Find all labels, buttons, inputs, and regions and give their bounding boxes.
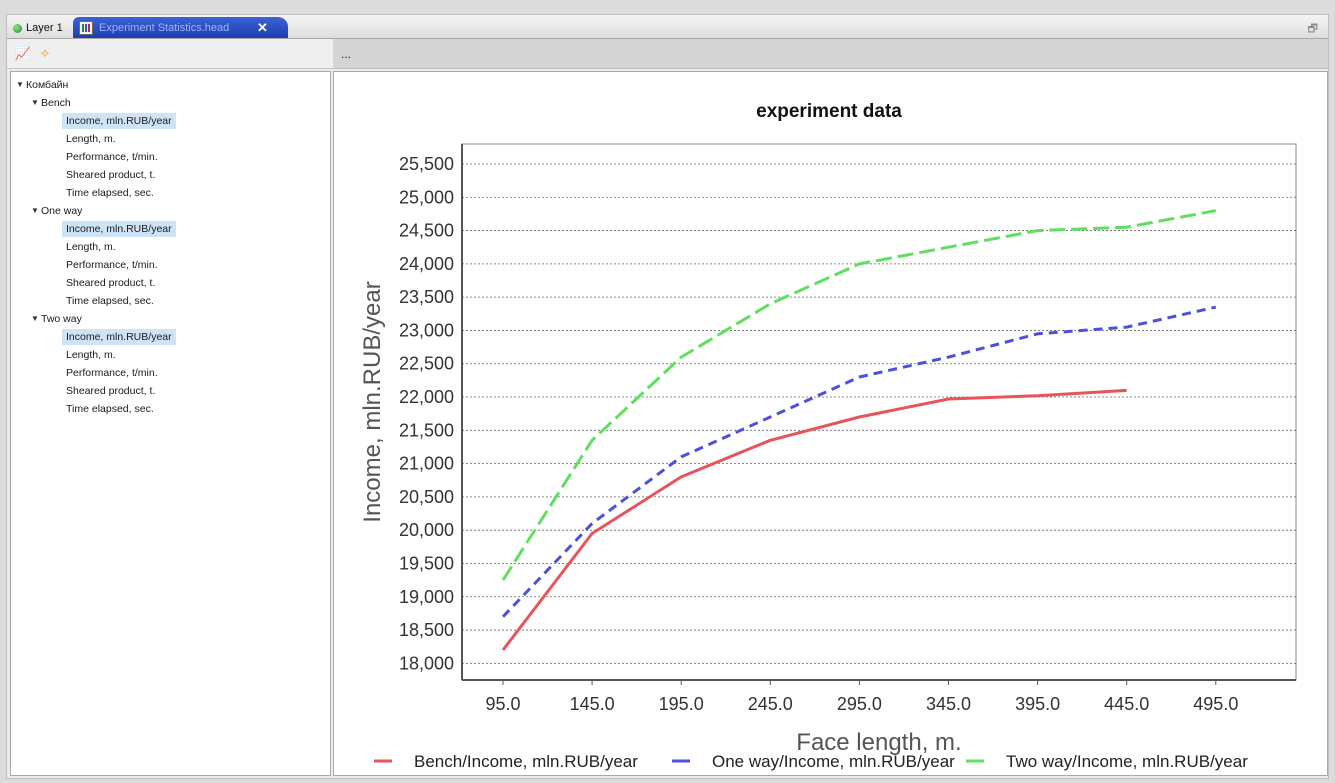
- tree-leaf[interactable]: Time elapsed, sec.: [62, 185, 158, 201]
- statistics-tree: ▼ Комбайн ▼ Bench Income, mln.RUB/year Leng…: [10, 71, 331, 776]
- tree-node-group[interactable]: ▼ One way: [31, 203, 82, 219]
- y-tick-label: 22,500: [399, 354, 454, 374]
- tab-layer-1[interactable]: Layer 1: [9, 18, 73, 38]
- chevron-down-icon[interactable]: ▼: [31, 98, 39, 107]
- series-line-1: [501, 305, 1217, 618]
- tree-leaf[interactable]: Length, m.: [62, 131, 120, 147]
- close-icon[interactable]: ✕: [257, 19, 268, 35]
- tree-leaf-label: Income, mln.RUB/year: [62, 221, 176, 237]
- layer-status-icon: [13, 23, 22, 33]
- y-tick-label: 23,000: [399, 320, 454, 340]
- chart-header-bar: ...: [333, 39, 1328, 69]
- tree-leaf-label: Performance, t/min.: [66, 259, 158, 271]
- chart-panel: experiment data 18,000 18,500 19,000 19,500 2…: [333, 71, 1328, 776]
- legend-entry: Two way/Income, mln.RUB/year: [1006, 752, 1248, 771]
- legend-entry: Bench/Income, mln.RUB/year: [414, 752, 638, 771]
- y-tick-label: 24,500: [399, 221, 454, 241]
- tree-leaf-label: Length, m.: [66, 133, 116, 145]
- y-tick-label: 21,500: [399, 420, 454, 440]
- x-tick-label: 195.0: [659, 694, 704, 714]
- editor-window: Layer 1 Experiment Statistics.head ✕ 🗗 📈…: [6, 14, 1329, 779]
- statistics-document-icon: [79, 20, 93, 35]
- x-tick-label: 345.0: [926, 694, 971, 714]
- tab-experiment-statistics-label: Experiment Statistics.head: [99, 21, 230, 34]
- x-tick-label: 245.0: [748, 694, 793, 714]
- x-tick-label: 445.0: [1104, 694, 1149, 714]
- y-tick-label: 23,500: [399, 287, 454, 307]
- tree-leaf-label: Performance, t/min.: [66, 367, 158, 379]
- tree-leaf[interactable]: Performance, t/min.: [62, 365, 162, 381]
- tab-bar: Layer 1 Experiment Statistics.head ✕ 🗗: [7, 15, 1328, 39]
- more-options-button[interactable]: ...: [341, 47, 352, 61]
- tab-experiment-statistics[interactable]: Experiment Statistics.head ✕: [73, 17, 288, 38]
- tree-leaf-label: Sheared product, t.: [66, 169, 156, 181]
- export-chart-icon[interactable]: 📈: [14, 46, 32, 61]
- chevron-down-icon[interactable]: ▼: [31, 314, 39, 323]
- y-tick-label: 21,000: [399, 454, 454, 474]
- series-line-0: [501, 388, 1127, 651]
- legend-entry: One way/Income, mln.RUB/year: [712, 752, 955, 771]
- x-tick-label: 95.0: [485, 694, 520, 714]
- chevron-down-icon[interactable]: ▼: [31, 206, 39, 215]
- tree-leaf[interactable]: Income, mln.RUB/year: [62, 221, 176, 237]
- tree-leaf[interactable]: Sheared product, t.: [62, 275, 159, 291]
- tree-leaf[interactable]: Income, mln.RUB/year: [62, 329, 176, 345]
- tab-layer-1-label: Layer 1: [26, 22, 63, 34]
- settings-icon[interactable]: ✧: [39, 46, 51, 61]
- y-tick-label: 24,000: [399, 254, 454, 274]
- x-tick-label: 495.0: [1193, 694, 1238, 714]
- chart-title: experiment data: [756, 101, 902, 122]
- tree-leaf-label: Length, m.: [66, 349, 116, 361]
- tree-node-root-label: Комбайн: [26, 79, 69, 91]
- restore-window-icon[interactable]: 🗗: [1307, 23, 1318, 35]
- tree-group-label: Bench: [41, 97, 71, 109]
- x-axis-label: Face length, m.: [796, 729, 961, 756]
- series-line-2: [501, 209, 1217, 581]
- tree-leaf[interactable]: Sheared product, t.: [62, 383, 159, 399]
- y-tick-label: 25,000: [399, 187, 454, 207]
- tree-leaf-label: Income, mln.RUB/year: [62, 113, 176, 129]
- line-chart: experiment data 18,000 18,500 19,000 19,500 2…: [359, 101, 1297, 771]
- tree-node-group[interactable]: ▼ Two way: [31, 311, 82, 327]
- tree-leaf[interactable]: Performance, t/min.: [62, 257, 162, 273]
- tree-leaf[interactable]: Length, m.: [62, 239, 120, 255]
- y-axis-label: Income, mln.RUB/year: [359, 281, 386, 522]
- y-tick-label: 19,000: [399, 587, 454, 607]
- tree-group-label: Two way: [41, 313, 82, 325]
- tree-group-label: One way: [41, 205, 83, 217]
- y-tick-label: 20,500: [399, 487, 454, 507]
- tree-leaf-label: Income, mln.RUB/year: [62, 329, 176, 345]
- tree-leaf[interactable]: Sheared product, t.: [62, 167, 159, 183]
- tree-leaf-label: Time elapsed, sec.: [66, 295, 154, 307]
- x-tick-label: 295.0: [837, 694, 882, 714]
- tree-toolbar: 📈 ✧: [7, 39, 333, 69]
- tree-leaf[interactable]: Time elapsed, sec.: [62, 293, 158, 309]
- tree-node-group[interactable]: ▼ Bench: [31, 95, 71, 111]
- tree-leaf-label: Sheared product, t.: [66, 385, 156, 397]
- tree-leaf[interactable]: Time elapsed, sec.: [62, 401, 158, 417]
- y-tick-label: 19,500: [399, 553, 454, 573]
- y-tick-label: 20,000: [399, 520, 454, 540]
- tree-node-root[interactable]: ▼ Комбайн: [16, 77, 68, 93]
- tree-leaf-label: Time elapsed, sec.: [66, 187, 154, 199]
- tree-leaf[interactable]: Performance, t/min.: [62, 149, 162, 165]
- y-tick-label: 18,500: [399, 620, 454, 640]
- y-tick-label: 22,000: [399, 387, 454, 407]
- tree-leaf[interactable]: Income, mln.RUB/year: [62, 113, 176, 129]
- chevron-down-icon[interactable]: ▼: [16, 80, 24, 89]
- tree-leaf-label: Sheared product, t.: [66, 277, 156, 289]
- tree-leaf-label: Time elapsed, sec.: [66, 403, 154, 415]
- y-tick-label: 25,500: [399, 154, 454, 174]
- tree-leaf-label: Performance, t/min.: [66, 151, 158, 163]
- x-tick-label: 145.0: [570, 694, 615, 714]
- tree-leaf[interactable]: Length, m.: [62, 347, 120, 363]
- tree-leaf-label: Length, m.: [66, 241, 116, 253]
- y-tick-label: 18,000: [399, 653, 454, 673]
- x-tick-label: 395.0: [1015, 694, 1060, 714]
